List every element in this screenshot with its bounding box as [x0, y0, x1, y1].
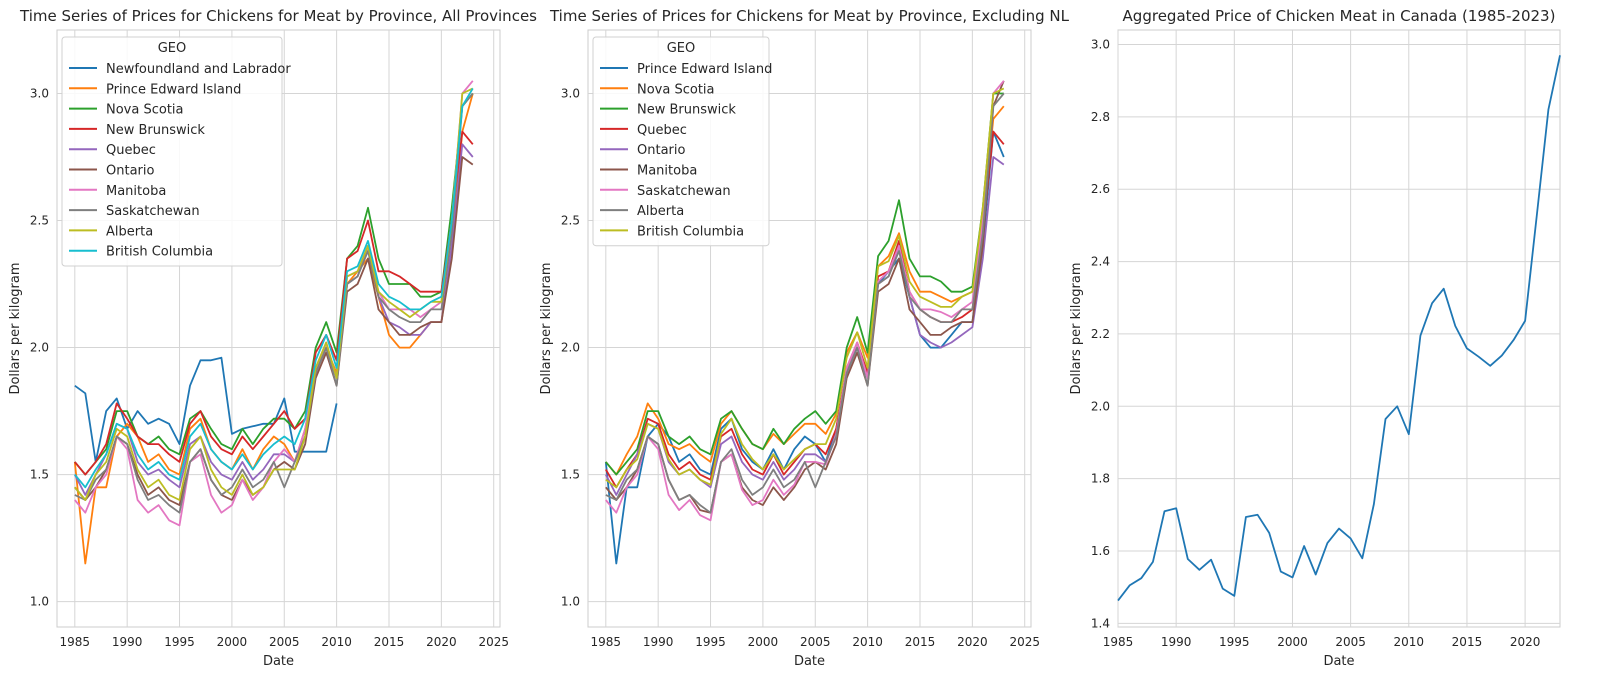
legend-label: Saskatchewan [637, 184, 731, 199]
y-tick-label: 2.2 [1091, 327, 1110, 341]
chart-title: Aggregated Price of Chicken Meat in Cana… [1123, 7, 1556, 25]
chart-panel-aggregated: 1985 1990 1995 2000 2005 2010 2015 2020 1.4 1.6 1.… [1069, 7, 1561, 669]
series-line-saskatchewan [74, 92, 474, 514]
y-tick-label: 1.5 [30, 468, 49, 482]
legend: GEO Prince Edward Island Nova Scotia New Br… [592, 36, 772, 247]
series-line-british-columbia [74, 87, 474, 489]
y-tick-label: 1.0 [30, 595, 49, 609]
x-tick-label: 1990 [643, 635, 674, 649]
legend: GEO Newfoundland and Labrador Prince Edwar… [61, 36, 291, 267]
x-tick-label: 2010 [852, 635, 883, 649]
x-tick-label: 1985 [591, 635, 622, 649]
legend-label: Nova Scotia [106, 103, 184, 118]
legend-box [61, 36, 283, 267]
x-axis-label: Date [794, 654, 825, 669]
chart-title: Time Series of Prices for Chickens for M… [549, 7, 1070, 25]
chart-panel-excluding-nl: 1985 1990 1995 2000 2005 2010 2015 2020 2025 1.0 1… [539, 7, 1070, 669]
x-tick-label: 2005 [800, 635, 831, 649]
plot-area [1117, 29, 1561, 628]
y-tick-label: 1.5 [561, 468, 580, 482]
legend-label: New Brunswick [637, 103, 736, 118]
x-tick-label: 2020 [426, 635, 457, 649]
x-tick-label: 2020 [957, 635, 988, 649]
x-tick-label: 2005 [1335, 635, 1366, 649]
x-tick-label: 2020 [1510, 635, 1541, 649]
y-axis-label: Dollars per kilogram [1069, 262, 1084, 394]
y-tick-label: 1.8 [1091, 472, 1110, 486]
legend-label: Newfoundland and Labrador [106, 62, 291, 77]
legend-title: GEO [158, 41, 187, 56]
y-tick-label: 3.0 [1091, 37, 1110, 51]
y-axis-label: Dollars per kilogram [539, 262, 554, 394]
x-tick-label: 2010 [1394, 635, 1425, 649]
x-tick-label: 2015 [374, 635, 405, 649]
series-line-alberta [605, 92, 1005, 514]
y-tick-label: 3.0 [561, 87, 580, 101]
x-tick-label: 1985 [1103, 635, 1134, 649]
legend-label: Manitoba [637, 164, 697, 179]
legend-label: Nova Scotia [637, 82, 715, 97]
x-tick-label: 1990 [112, 635, 143, 649]
x-tick-label: 2000 [217, 635, 248, 649]
y-tick-label: 2.8 [1091, 110, 1110, 124]
legend-label: Alberta [106, 224, 153, 239]
x-tick-label: 2015 [905, 635, 936, 649]
legend-label: British Columbia [637, 224, 744, 239]
x-tick-label: 2000 [1277, 635, 1308, 649]
y-tick-label: 2.5 [30, 214, 49, 228]
series-line-alberta [74, 87, 474, 501]
legend-box [592, 36, 770, 247]
legend-label: Quebec [106, 143, 156, 158]
legend-label: Ontario [637, 143, 685, 158]
x-tick-label: 1995 [1219, 635, 1250, 649]
legend-label: Alberta [637, 204, 684, 219]
series-line-quebec [74, 143, 474, 496]
y-tick-label: 2.0 [30, 341, 49, 355]
series-line-british-columbia [605, 87, 1005, 489]
y-tick-label: 3.0 [30, 87, 49, 101]
series-line [1117, 55, 1561, 602]
chart-panel-all-provinces: 1985 1990 1995 2000 2005 2010 2015 2020 2025 1.0 1… [8, 7, 537, 669]
legend-label: British Columbia [106, 245, 213, 260]
x-tick-label: 2000 [748, 635, 779, 649]
x-axis-label: Date [263, 654, 294, 669]
legend-label: Saskatchewan [106, 204, 200, 219]
x-tick-label: 2010 [321, 635, 352, 649]
series-line-ontario [605, 156, 1005, 496]
series-line-new-brunswick [605, 92, 1004, 476]
x-tick-label: 1995 [164, 635, 195, 649]
y-axis-label: Dollars per kilogram [8, 262, 23, 394]
x-tick-label: 2025 [1009, 635, 1040, 649]
series-line-prince-edward-island [73, 93, 474, 565]
y-tick-label: 2.0 [561, 341, 580, 355]
x-tick-label: 2025 [478, 635, 509, 649]
x-tick-label: 1985 [60, 635, 91, 649]
y-tick-label: 2.0 [1091, 399, 1110, 413]
legend-label: Prince Edward Island [637, 62, 772, 77]
chart-title: Time Series of Prices for Chickens for M… [19, 7, 537, 25]
y-tick-label: 1.4 [1091, 616, 1110, 630]
y-tick-label: 2.6 [1091, 182, 1110, 196]
y-tick-label: 2.4 [1091, 255, 1110, 269]
legend-label: Ontario [106, 164, 154, 179]
x-axis-label: Date [1323, 654, 1354, 669]
series-line-nova-scotia [605, 105, 1005, 476]
legend-label: Manitoba [106, 184, 166, 199]
x-tick-label: 2005 [269, 635, 300, 649]
legend-label: Prince Edward Island [106, 82, 241, 97]
y-tick-label: 1.6 [1091, 544, 1110, 558]
legend-title: GEO [667, 41, 696, 56]
legend-label: Quebec [637, 123, 687, 138]
y-tick-label: 1.0 [561, 595, 580, 609]
x-tick-label: 2015 [1452, 635, 1483, 649]
legend-label: New Brunswick [106, 123, 205, 138]
y-tick-label: 2.5 [561, 214, 580, 228]
x-tick-label: 1990 [1161, 635, 1192, 649]
x-tick-label: 1995 [695, 635, 726, 649]
series-line-new-brunswick [74, 130, 474, 476]
